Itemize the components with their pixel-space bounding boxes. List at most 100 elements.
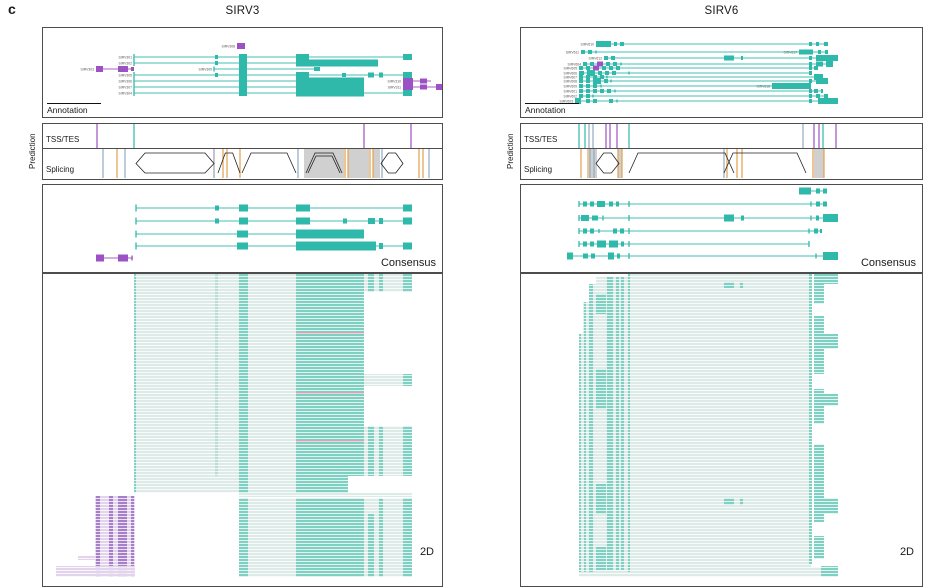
read-pile-region bbox=[813, 424, 838, 444]
transcript-row: SIRV601 bbox=[563, 89, 823, 93]
consensus-track: Consensus bbox=[42, 184, 443, 273]
read-pile-region bbox=[296, 476, 348, 493]
reads-track-2d: 2D bbox=[42, 273, 443, 587]
transcript-row bbox=[135, 217, 412, 225]
tss-tes-sites bbox=[578, 124, 837, 148]
transcript-label: SIRV610 bbox=[580, 42, 594, 46]
transcript-row: SIRV608 bbox=[563, 78, 828, 84]
panel-title: SIRV3 bbox=[225, 5, 260, 17]
transcript-row: SIRV612 bbox=[588, 55, 838, 61]
scale-bar bbox=[47, 103, 101, 104]
read-pile-region bbox=[215, 274, 218, 476]
panel-sirv3: SIRV3 SIRV308 SIRV301 SIRV302 SIRV303 SIRV30… bbox=[28, 0, 443, 587]
read-pile-region bbox=[403, 426, 412, 476]
read-pile-region bbox=[813, 304, 838, 316]
transcript-label: SIRV612 bbox=[588, 56, 602, 60]
splice-shaded-blocks bbox=[304, 149, 380, 178]
prediction-label: Prediction bbox=[506, 133, 515, 170]
tss-tes-row: TSS/TES bbox=[43, 124, 442, 148]
read-pile-region bbox=[821, 566, 838, 577]
transcript-row bbox=[578, 214, 838, 222]
read-pile-region bbox=[628, 274, 630, 572]
splicing-row: Splicing bbox=[43, 148, 442, 178]
consensus-label: Consensus bbox=[380, 257, 436, 269]
transcript-label: SIRV301 bbox=[118, 55, 132, 59]
read-pile bbox=[579, 274, 838, 577]
read-pile-region bbox=[296, 440, 364, 442]
read-pile-region bbox=[239, 476, 248, 493]
read-pile-region bbox=[78, 556, 95, 560]
read-pile bbox=[56, 274, 412, 577]
transcript-row: SIRV610 bbox=[580, 41, 828, 47]
transcript-row: SIRV611SIRV617 bbox=[566, 49, 828, 55]
consensus-label: Consensus bbox=[860, 257, 916, 269]
read-pile-region bbox=[296, 498, 364, 577]
transcript-row: SIRV607 bbox=[563, 74, 823, 80]
read-pile-region bbox=[368, 426, 374, 476]
read-pile-region bbox=[596, 547, 606, 570]
splice-shaded-blocks bbox=[589, 149, 824, 178]
consensus-canvas bbox=[96, 204, 412, 262]
consensus-track: Consensus bbox=[520, 184, 923, 273]
read-pile-region bbox=[824, 274, 838, 284]
annotation-label: Annotation bbox=[525, 105, 566, 115]
tss-tes-canvas bbox=[578, 124, 837, 148]
transcript-row bbox=[578, 201, 827, 207]
transcript-row: SIRV604 bbox=[567, 61, 833, 67]
reads-track-2d: 2D bbox=[520, 273, 923, 587]
annotation-canvas: SIRV610SIRV611SIRV617SIRV612SIRV604SIRV6… bbox=[559, 41, 838, 104]
read-pile-region bbox=[239, 493, 412, 497]
read-pile-region bbox=[239, 498, 248, 577]
read-pile-region bbox=[824, 498, 838, 514]
transcript-label: SIRV607 bbox=[563, 75, 577, 79]
read-pile-region bbox=[296, 392, 364, 394]
read-pile-region bbox=[364, 374, 412, 386]
transcript-row bbox=[135, 241, 412, 251]
reads-2d-label: 2D bbox=[417, 546, 434, 558]
transcript-row bbox=[578, 228, 822, 234]
transcript-label: SIRV605 bbox=[563, 66, 577, 70]
panel-title: SIRV6 bbox=[704, 5, 739, 17]
splicing-label: Splicing bbox=[46, 165, 75, 174]
transcript-label: SIRV604 bbox=[567, 62, 581, 66]
read-pile-region bbox=[589, 284, 593, 572]
scale-bar bbox=[525, 103, 579, 104]
read-pile-region bbox=[811, 567, 821, 577]
read-pile-region bbox=[621, 277, 624, 570]
read-pile-region bbox=[134, 274, 136, 476]
read-pile-region bbox=[95, 496, 135, 577]
annotation-label: Annotation bbox=[47, 105, 88, 115]
transcript-row: SIRV602 bbox=[563, 94, 828, 98]
read-pile-region bbox=[403, 374, 412, 386]
read-pile-region bbox=[596, 294, 606, 314]
transcript-row: SIRV605 bbox=[563, 65, 818, 71]
read-pile-region bbox=[134, 476, 136, 493]
read-pile-region bbox=[379, 498, 383, 577]
transcript-row: SIRV609SIRV618 bbox=[563, 83, 811, 89]
splicing-canvas bbox=[102, 149, 430, 178]
transcript-label: SIRV611 bbox=[566, 50, 579, 54]
reads-2d-label: 2D bbox=[897, 546, 914, 558]
annotation-track: SIRV308 SIRV301 SIRV302 SIRV303 SIRV309 SIRV3… bbox=[42, 27, 443, 118]
read-pile-region bbox=[239, 274, 248, 476]
prediction-track: TSS/TES Splicing Prediction bbox=[28, 123, 443, 180]
read-pile-region bbox=[813, 522, 838, 536]
transcript-label: SIRV309 bbox=[198, 67, 212, 71]
prediction-label: Prediction bbox=[28, 133, 37, 170]
read-pile-region bbox=[824, 334, 838, 349]
transcript-label: SIRV602 bbox=[563, 94, 577, 98]
transcript-row: SIRV301 bbox=[118, 54, 412, 60]
transcript-row bbox=[96, 254, 133, 262]
read-pile-region bbox=[607, 277, 613, 570]
transcript-row: SIRV603 bbox=[559, 98, 838, 104]
transcript-label: SIRV608 bbox=[563, 79, 577, 83]
read-pile-region bbox=[56, 566, 135, 577]
transcript-row: SIRV306 SIRV310 bbox=[118, 77, 431, 85]
read-pile-region bbox=[364, 274, 412, 292]
read-pile-region bbox=[296, 274, 364, 476]
read-pile-region bbox=[740, 498, 743, 505]
read-pile-region bbox=[584, 302, 586, 572]
transcript-label: SIRV603 bbox=[559, 99, 573, 103]
transcript-label: SIRV304 bbox=[118, 91, 132, 95]
tss-tes-label: TSS/TES bbox=[46, 135, 80, 144]
